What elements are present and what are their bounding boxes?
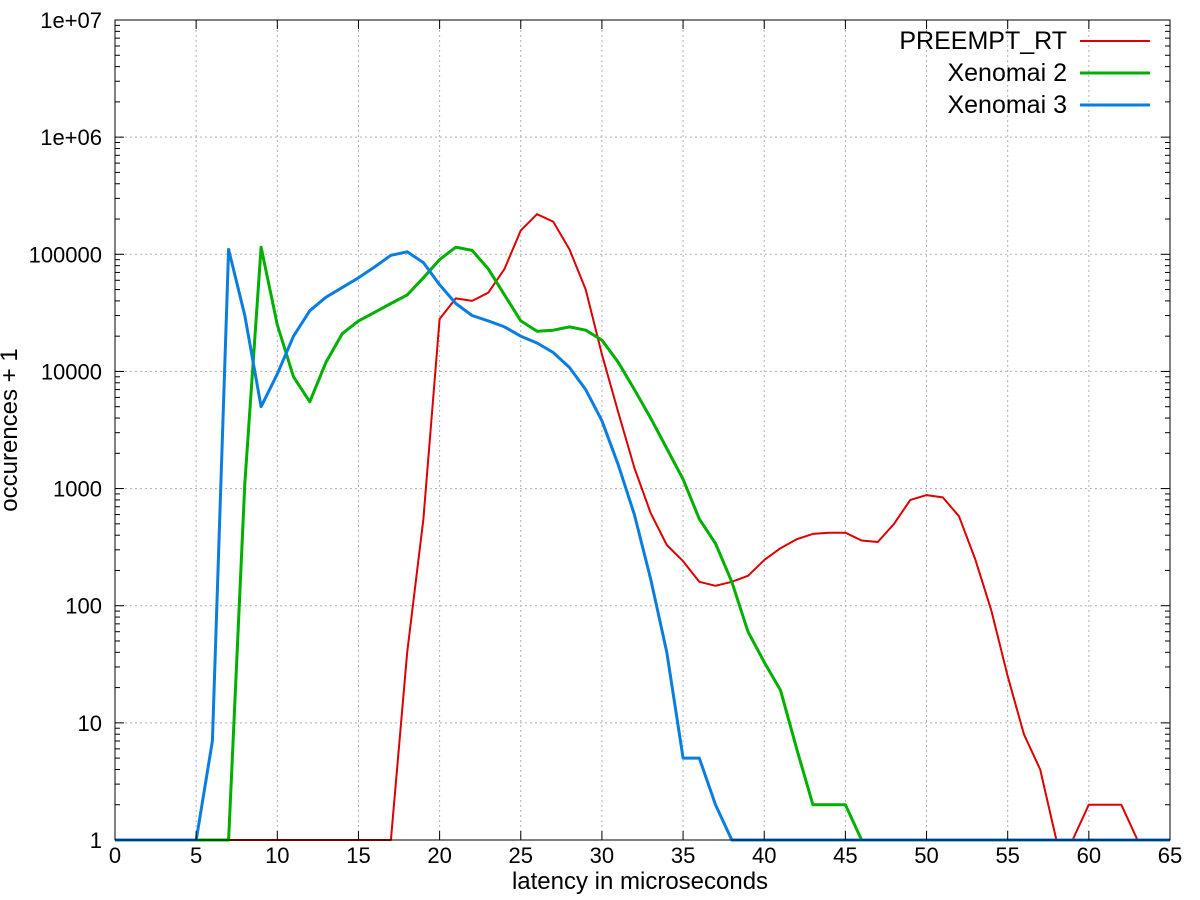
x-tick-label: 10 [265,843,289,868]
legend: PREEMPT_RT Xenomai 2 Xenomai 3 [899,27,1150,119]
x-tick-label: 30 [590,843,614,868]
y-tick-label: 1 [90,828,102,853]
x-tick-label: 20 [427,843,451,868]
axis-ticks: 0 5 10 15 20 25 30 35 40 45 50 55 60 65 1 10 100 1000 1000… [29,8,1183,868]
series-line-2 [115,247,1170,842]
legend-label-1: Xenomai 2 [947,59,1067,87]
series-line-1 [115,245,1170,842]
x-tick-label: 0 [109,843,121,868]
x-tick-label: 35 [671,843,695,868]
x-tick-label: 25 [509,843,533,868]
plot-frame [114,19,1171,841]
series-lines [115,213,1170,842]
y-tick-label: 10000 [41,359,102,384]
x-tick-label: 40 [752,843,776,868]
x-tick-label: 65 [1158,843,1182,868]
legend-label-0: PREEMPT_RT [899,27,1067,55]
y-axis-label: occurences + 1 [0,348,23,511]
series-line-0 [115,213,1170,841]
x-tick-label: 55 [995,843,1019,868]
y-tick-label: 1e+07 [40,8,102,33]
legend-label-2: Xenomai 3 [947,91,1067,119]
x-tick-label: 5 [190,843,202,868]
x-tick-label: 60 [1077,843,1101,868]
y-tick-label: 1e+06 [40,125,102,150]
y-tick-label: 100000 [29,242,102,267]
grid [115,20,1170,840]
x-tick-label: 50 [914,843,938,868]
x-axis-label: latency in microseconds [512,868,768,895]
x-tick-label: 45 [833,843,857,868]
x-tick-label: 15 [346,843,370,868]
y-tick-label: 10 [78,711,102,736]
y-tick-label: 100 [65,594,102,619]
y-tick-label: 1000 [53,477,102,502]
